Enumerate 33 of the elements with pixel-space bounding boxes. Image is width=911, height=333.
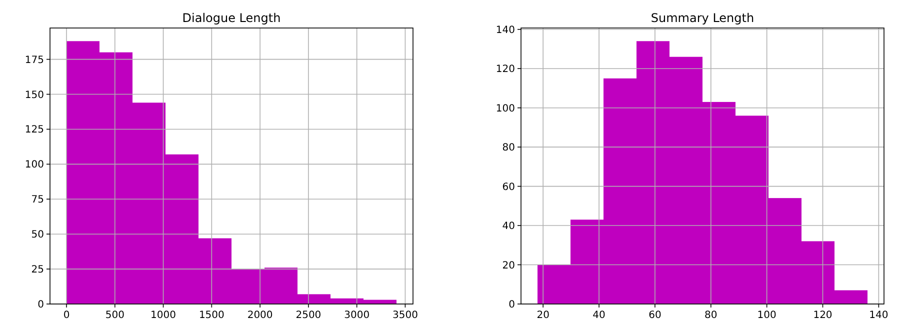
x-tick-label: 140	[869, 310, 888, 321]
x-tick-label: 3000	[344, 310, 370, 321]
y-tick-label: 25	[31, 264, 44, 276]
y-tick-label: 140	[496, 24, 515, 36]
x-tick-label: 120	[813, 310, 832, 321]
x-tick-label: 1500	[198, 310, 224, 321]
y-tick-label: 0	[508, 300, 515, 310]
x-tick-label: 2000	[247, 310, 273, 321]
x-tick-label: 0	[63, 310, 70, 321]
chart-title: Dialogue Length	[182, 11, 281, 25]
y-tick-label: 40	[502, 221, 515, 232]
x-tick-label: 2500	[296, 310, 322, 321]
y-tick-label: 125	[24, 124, 44, 136]
x-tick-label: 20	[536, 310, 550, 321]
y-tick-label: 175	[24, 54, 44, 66]
y-tick-label: 80	[502, 142, 515, 154]
x-tick-label: 500	[105, 310, 124, 321]
x-tick-label: 80	[704, 310, 718, 321]
y-tick-label: 100	[24, 160, 44, 171]
chart-title: Summary Length	[650, 11, 754, 25]
y-tick-label: 100	[496, 103, 515, 114]
x-tick-label: 3500	[392, 310, 418, 321]
y-tick-label: 75	[31, 194, 44, 206]
x-tick-label: 60	[648, 310, 662, 321]
y-tick-label: 20	[502, 260, 515, 272]
x-tick-label: 100	[757, 310, 776, 321]
x-tick-label: 1000	[150, 310, 176, 321]
y-tick-label: 60	[502, 182, 515, 193]
y-tick-label: 150	[24, 90, 44, 101]
y-tick-label: 0	[38, 300, 44, 310]
y-tick-label: 120	[496, 64, 515, 76]
y-tick-label: 50	[31, 230, 44, 241]
x-tick-label: 40	[592, 310, 606, 321]
